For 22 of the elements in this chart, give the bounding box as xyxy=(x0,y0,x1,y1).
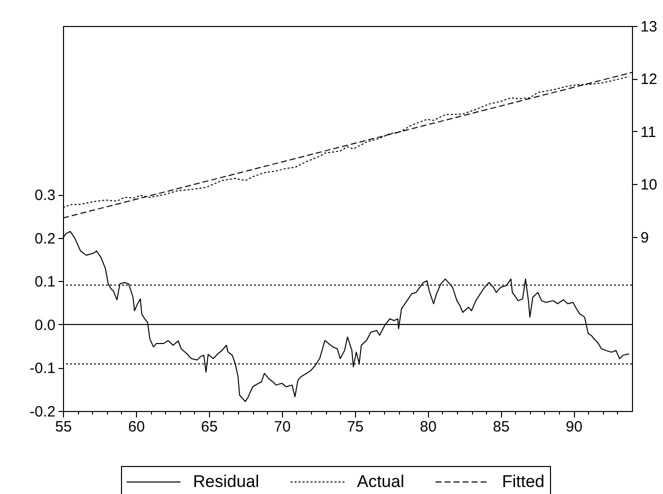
x-tick-label: 90 xyxy=(566,418,582,436)
x-tick-label: 60 xyxy=(128,418,145,436)
y2-tick-label: 11 xyxy=(640,124,656,141)
legend-label: Actual xyxy=(357,472,404,491)
legend-label: Fitted xyxy=(502,472,545,491)
y2-tick-label: 12 xyxy=(640,71,658,88)
x-tick-label: 65 xyxy=(201,418,218,436)
y-tick-label: -0.2 xyxy=(30,404,56,420)
y-tick-label: 0.1 xyxy=(34,274,56,291)
y-tick-label: 0.0 xyxy=(34,316,56,334)
y2-tick-label: 9 xyxy=(640,229,649,246)
x-tick-label: 70 xyxy=(274,418,291,436)
legend-label: Residual xyxy=(193,472,260,491)
y-tick-label: -0.1 xyxy=(30,360,56,378)
x-tick-label: 75 xyxy=(346,418,364,436)
x-tick-label: 85 xyxy=(492,418,510,436)
y-tick-label: 0.3 xyxy=(34,187,56,204)
x-tick-label: 80 xyxy=(420,418,437,436)
y2-tick-label: 13 xyxy=(640,18,658,36)
y2-tick-label: 10 xyxy=(640,176,658,194)
x-tick-label: 55 xyxy=(55,418,72,436)
y-tick-label: 0.2 xyxy=(34,230,56,248)
